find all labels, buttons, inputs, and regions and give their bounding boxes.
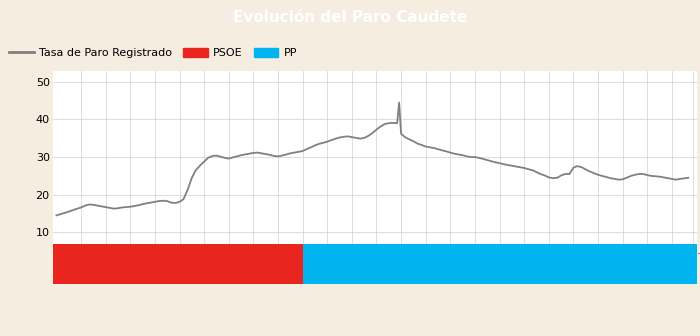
Text: Evolución del Paro Caudete: Evolución del Paro Caudete: [233, 10, 467, 25]
Bar: [52, 244, 302, 284]
Bar: [302, 244, 696, 284]
Legend: Tasa de Paro Registrado, PSOE, PP: Tasa de Paro Registrado, PSOE, PP: [9, 48, 298, 58]
